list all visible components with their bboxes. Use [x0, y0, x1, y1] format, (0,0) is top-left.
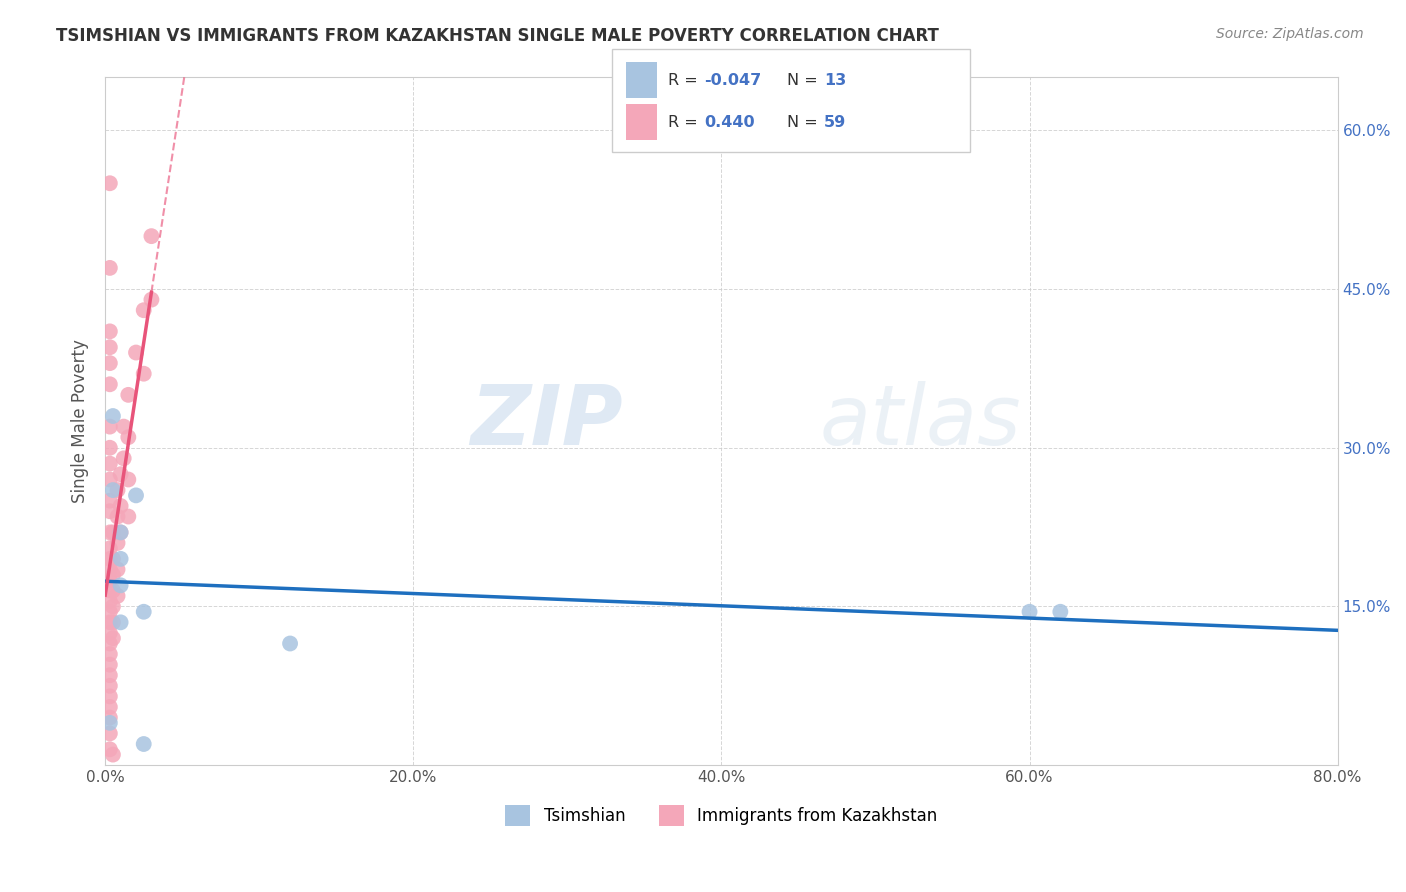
Point — [141, 293, 163, 307]
Point — [98, 441, 121, 455]
Y-axis label: Single Male Poverty: Single Male Poverty — [72, 339, 89, 503]
Point — [101, 483, 124, 497]
Point — [107, 536, 129, 550]
Text: R =: R = — [668, 73, 703, 87]
Point — [98, 668, 121, 682]
Point — [98, 726, 121, 740]
Text: 13: 13 — [824, 73, 846, 87]
Text: N =: N = — [787, 73, 824, 87]
Point — [132, 737, 155, 751]
Point — [132, 605, 155, 619]
Text: N =: N = — [787, 115, 824, 129]
Point — [98, 679, 121, 693]
Point — [98, 377, 121, 392]
Text: TSIMSHIAN VS IMMIGRANTS FROM KAZAKHSTAN SINGLE MALE POVERTY CORRELATION CHART: TSIMSHIAN VS IMMIGRANTS FROM KAZAKHSTAN … — [56, 27, 939, 45]
Point — [112, 451, 135, 466]
Point — [1018, 605, 1040, 619]
Point — [110, 615, 132, 630]
Point — [101, 615, 124, 630]
Point — [110, 578, 132, 592]
Point — [101, 631, 124, 645]
Point — [98, 176, 121, 190]
Text: R =: R = — [668, 115, 707, 129]
Point — [98, 562, 121, 576]
Point — [110, 552, 132, 566]
Point — [107, 562, 129, 576]
Point — [112, 419, 135, 434]
Point — [278, 636, 301, 650]
Point — [110, 499, 132, 513]
Point — [101, 525, 124, 540]
Point — [98, 260, 121, 275]
Point — [132, 367, 155, 381]
Text: Source: ZipAtlas.com: Source: ZipAtlas.com — [1216, 27, 1364, 41]
Point — [98, 715, 121, 730]
Point — [98, 541, 121, 556]
Point — [98, 525, 121, 540]
Point — [101, 409, 124, 423]
Text: atlas: atlas — [820, 381, 1022, 462]
Text: -0.047: -0.047 — [704, 73, 762, 87]
Point — [98, 657, 121, 672]
Point — [107, 589, 129, 603]
Point — [117, 473, 139, 487]
Point — [107, 509, 129, 524]
Point — [1049, 605, 1071, 619]
Point — [110, 525, 132, 540]
Point — [98, 504, 121, 518]
Legend: Tsimshian, Immigrants from Kazakhstan: Tsimshian, Immigrants from Kazakhstan — [499, 799, 943, 832]
Point — [98, 493, 121, 508]
Point — [98, 324, 121, 338]
Point — [98, 742, 121, 756]
Point — [125, 345, 148, 359]
Point — [98, 647, 121, 661]
Point — [132, 303, 155, 318]
Point — [98, 573, 121, 587]
Point — [98, 605, 121, 619]
Point — [117, 430, 139, 444]
Point — [98, 710, 121, 724]
Point — [101, 583, 124, 598]
Text: 0.440: 0.440 — [704, 115, 755, 129]
Point — [98, 419, 121, 434]
Point — [125, 488, 148, 502]
Point — [110, 525, 132, 540]
Point — [98, 583, 121, 598]
Point — [98, 700, 121, 714]
Text: 59: 59 — [824, 115, 846, 129]
Point — [107, 483, 129, 497]
Point — [98, 626, 121, 640]
Point — [101, 747, 124, 762]
Point — [117, 509, 139, 524]
Point — [110, 467, 132, 482]
Point — [98, 457, 121, 471]
Point — [98, 615, 121, 630]
Point — [101, 567, 124, 582]
Point — [98, 340, 121, 354]
Point — [98, 473, 121, 487]
Point — [98, 356, 121, 370]
Point — [98, 690, 121, 704]
Point — [101, 552, 124, 566]
Point — [98, 552, 121, 566]
Point — [117, 388, 139, 402]
Point — [141, 229, 163, 244]
Point — [101, 599, 124, 614]
Point — [98, 636, 121, 650]
Text: ZIP: ZIP — [470, 381, 623, 462]
Point — [98, 594, 121, 608]
